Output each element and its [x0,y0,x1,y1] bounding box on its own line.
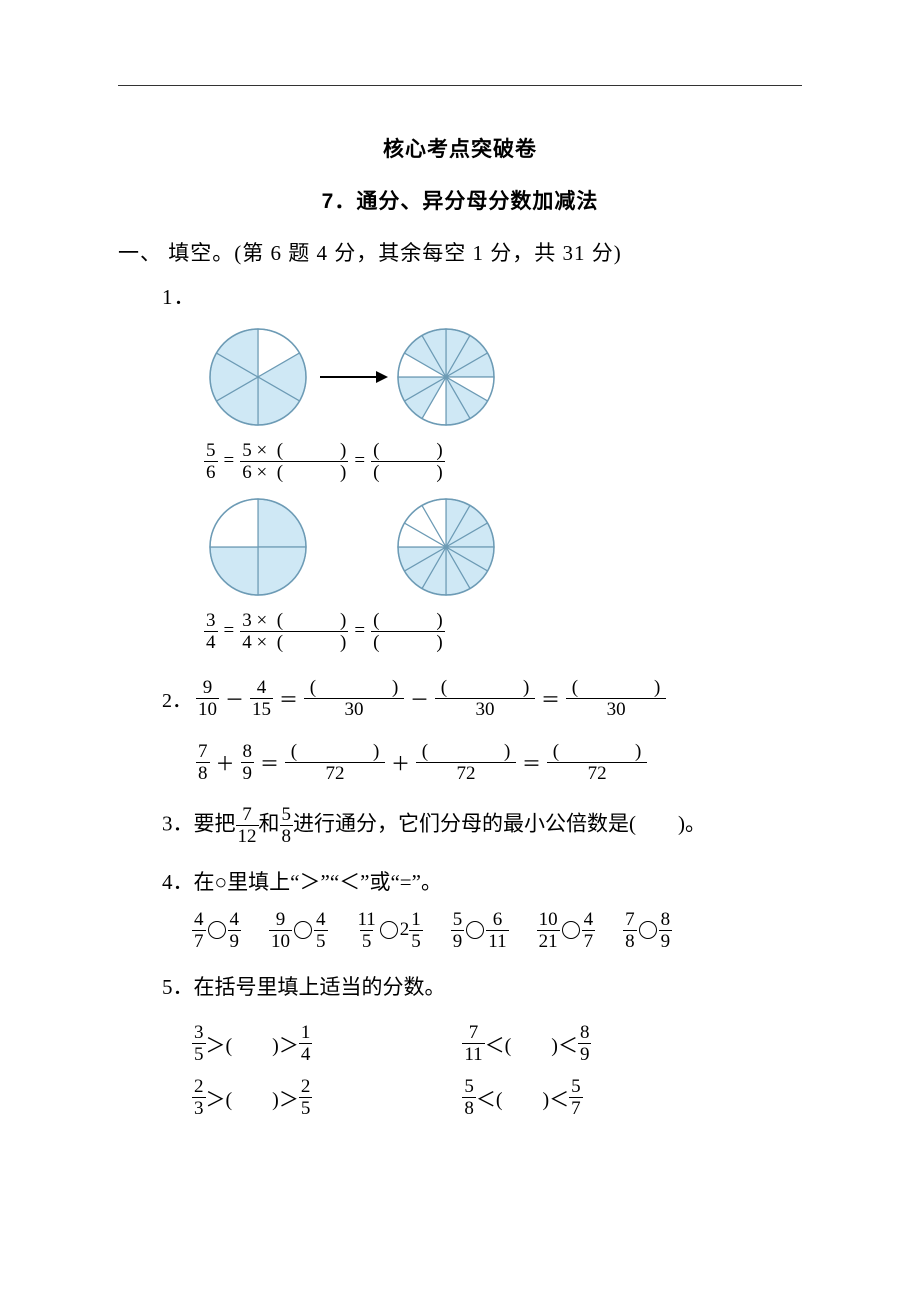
fill-fraction-item: 23＞( )＞25 [192,1077,312,1118]
spacer [312,493,392,601]
compare-item: 91045 [269,910,328,951]
page-content: 核心考点突破卷 7．通分、异分母分数加减法 一、 填空。(第 6 题 4 分，其… [0,0,920,1165]
fraction: ( ) ( ) [371,611,445,652]
compare-item: 4749 [192,910,241,951]
section-1-heading: 一、 填空。(第 6 题 4 分，其余每空 1 分，共 31 分) [118,237,802,267]
compare-item: 59611 [451,910,509,951]
fraction: ( ) ( ) [371,441,445,482]
fill-fraction-item: 35＞( )＞14 [192,1023,312,1064]
q1-row2-circles [204,493,802,601]
q4: 4．在○里填上“＞”“＜”或“=”。 [162,864,802,902]
title-sub: 7．通分、异分母分数加减法 [118,185,802,215]
q1-row1-circles [204,323,802,431]
pie-5-6 [204,323,312,431]
q4-items: 4749 91045 115215 59611 102147 7889 [192,910,802,951]
q1-eq2: 3 4 = 3 × ( ) 4 × ( ) = ( ) ( ) [204,609,802,653]
fill-fraction-item: 58＜( )＜57 [462,1077,582,1118]
q5-rows: 35＞( )＞14 711＜( )＜89 23＞( )＞25 58＜( )＜57 [192,1017,802,1125]
compare-item: 115215 [356,910,423,951]
q5: 5．在括号里填上适当的分数。 [162,969,802,1007]
fill-fraction-item: 711＜( )＜89 [462,1023,591,1064]
compare-item: 102147 [537,910,596,951]
fraction: 5 × ( ) 6 × ( ) [240,441,348,482]
fraction: 3 × ( ) 4 × ( ) [240,611,348,652]
fraction: 5 6 [204,441,218,482]
arrow-right-icon [312,323,392,431]
q2-line2: 2． 78 ＋ 89 ＝ ( )72 ＋ ( )72 ＝ ( )72 [162,737,802,787]
q1-figure-group: 5 6 = 5 × ( ) 6 × ( ) = ( ) ( ) 3 [204,323,802,653]
q1-number: 1． [162,281,802,311]
title-main: 核心考点突破卷 [118,133,802,163]
fraction: 3 4 [204,611,218,652]
pie-10-12 [392,323,500,431]
pie-3-4 [204,493,312,601]
header-rule [118,85,802,86]
q2: 2． 910 － 415 ＝ ( )30 － ( )30 ＝ ( )30 2． … [162,673,802,787]
compare-item: 7889 [623,910,672,951]
q1-eq1: 5 6 = 5 × ( ) 6 × ( ) = ( ) ( ) [204,439,802,483]
q2-line1: 2． 910 － 415 ＝ ( )30 － ( )30 ＝ ( )30 [162,673,802,723]
q3: 3．要把712和58进行通分，它们分母的最小公倍数是( )。 [162,805,802,846]
pie-9-12 [392,493,500,601]
q5-row: 35＞( )＞14 711＜( )＜89 [192,1017,802,1071]
q5-row: 23＞( )＞25 58＜( )＜57 [192,1071,802,1125]
